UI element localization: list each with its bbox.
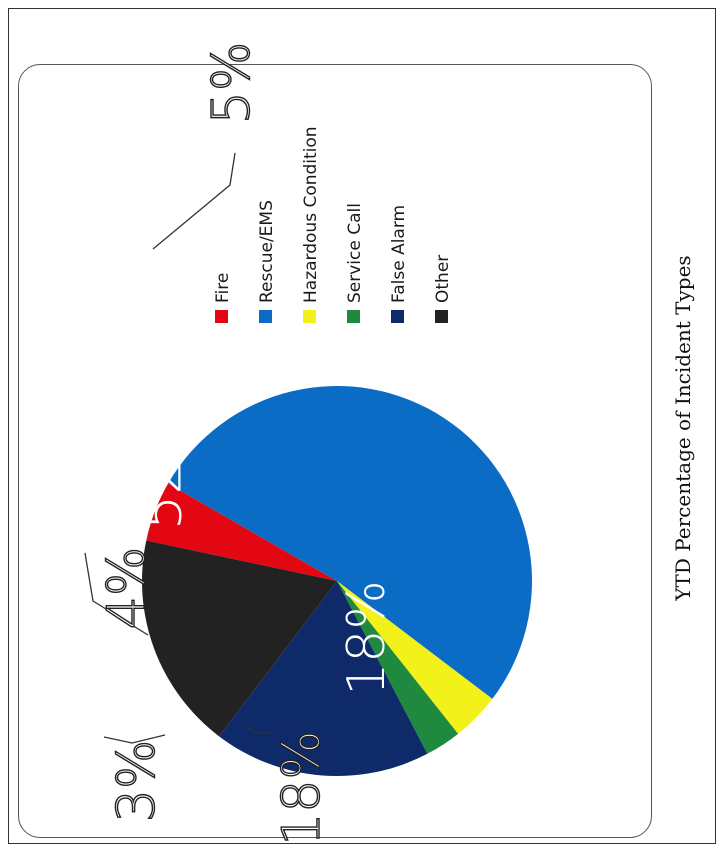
chart-title: YTD Percentage of Incident Types bbox=[671, 255, 695, 601]
pie-slice-other bbox=[142, 540, 337, 737]
page-frame bbox=[8, 8, 716, 844]
data-label-service-call: 3% bbox=[107, 740, 167, 823]
legend-label: False Alarm bbox=[389, 205, 409, 303]
legend-swatch bbox=[435, 310, 448, 323]
leader-line bbox=[84, 552, 149, 636]
pie-slice-hazardous-condition bbox=[337, 581, 493, 734]
data-label-false-alarm: 18% bbox=[337, 580, 397, 696]
legend-swatch bbox=[391, 310, 404, 323]
legend-label: Hazardous Condition bbox=[301, 126, 321, 303]
legend-label: Other bbox=[433, 255, 453, 303]
legend-swatch bbox=[215, 310, 228, 323]
data-label-other: 18% bbox=[272, 730, 332, 846]
pie-slice-rescue-ems bbox=[168, 386, 532, 699]
data-label-rescue-ems: 52% bbox=[129, 406, 194, 530]
legend-label: Rescue/EMS bbox=[257, 200, 277, 303]
leader-line bbox=[245, 724, 275, 734]
pie-slice-fire bbox=[146, 483, 337, 581]
legend-swatch bbox=[303, 310, 316, 323]
data-label-fire: 5% bbox=[202, 42, 262, 125]
legend-label: Service Call bbox=[345, 203, 365, 303]
legend-swatch bbox=[259, 310, 272, 323]
pie-slice-false-alarm bbox=[219, 581, 428, 776]
legend-swatch bbox=[347, 310, 360, 323]
legend-label: Fire bbox=[213, 273, 233, 303]
leader-line bbox=[103, 734, 166, 744]
data-label-hazardous-condition: 4% bbox=[97, 547, 157, 630]
leader-line bbox=[152, 152, 236, 250]
pie-slice-service-call bbox=[337, 581, 459, 754]
